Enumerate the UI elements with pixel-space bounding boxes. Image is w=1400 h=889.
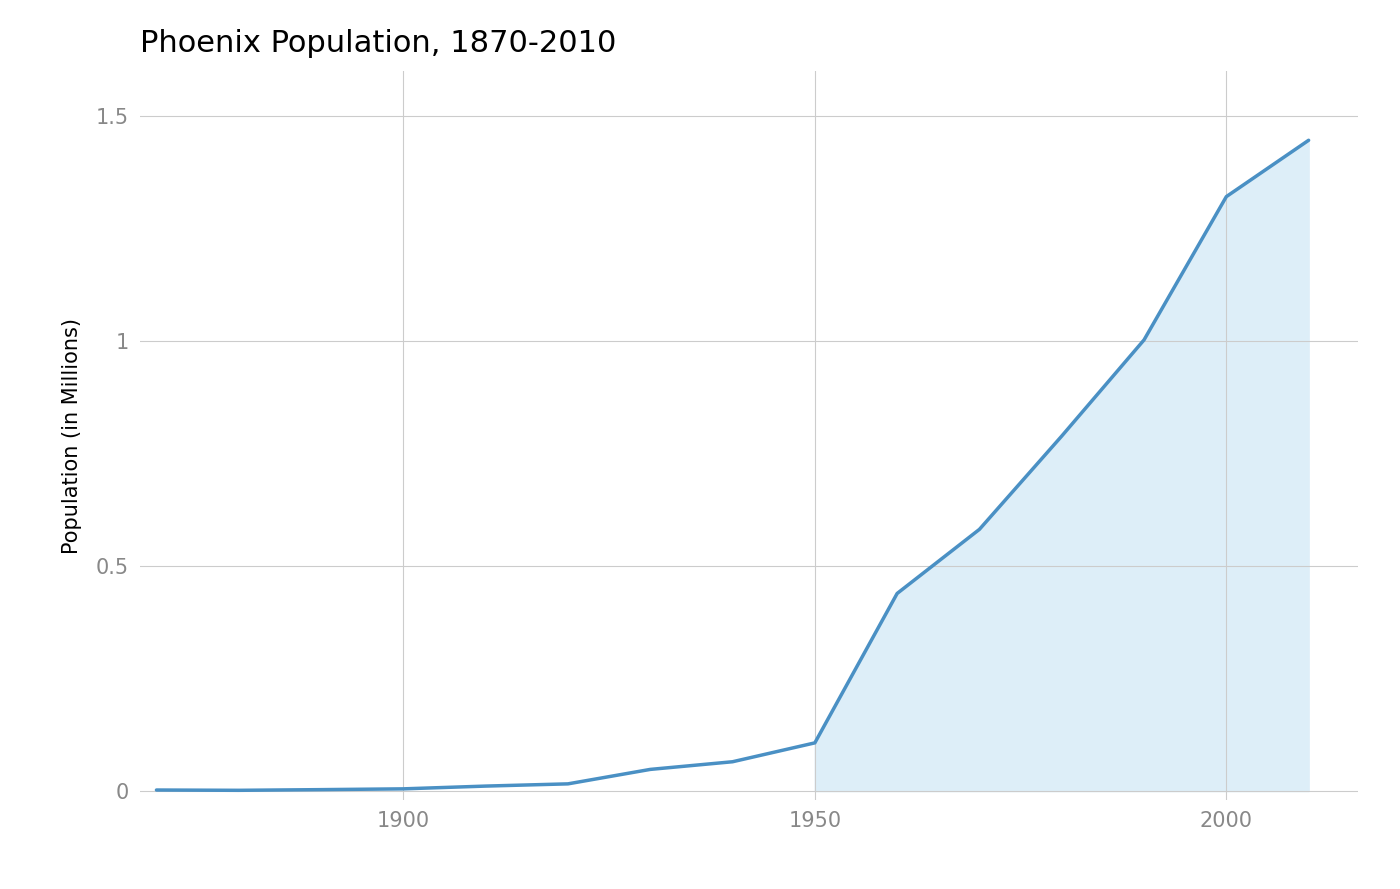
Y-axis label: Population (in Millions): Population (in Millions) (62, 317, 81, 554)
Text: Phoenix Population, 1870-2010: Phoenix Population, 1870-2010 (140, 28, 616, 58)
